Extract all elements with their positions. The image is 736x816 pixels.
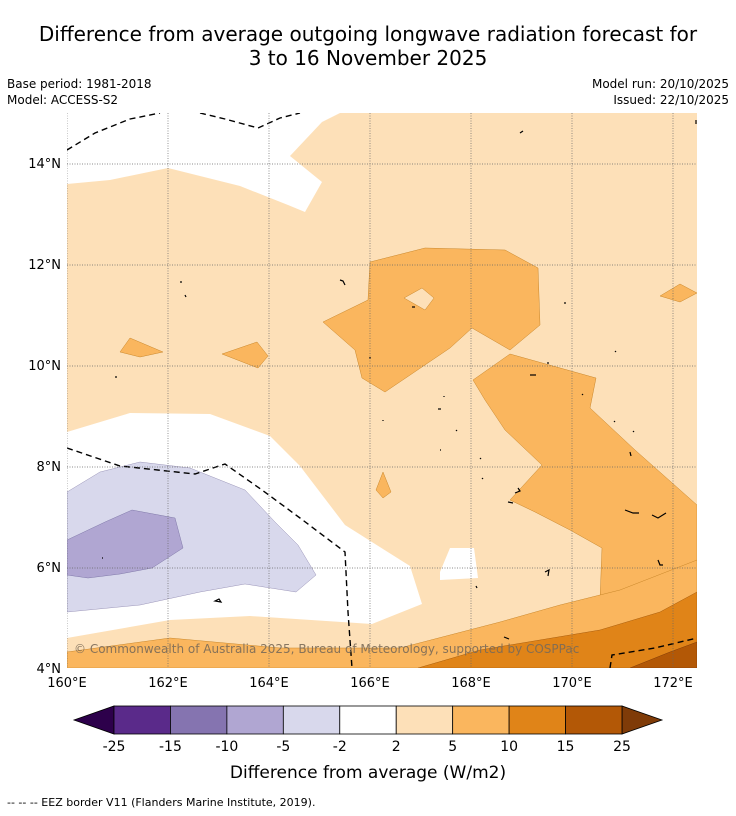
y-tick-label: 8°N	[37, 460, 62, 475]
x-tick-label: 160°E	[47, 676, 87, 691]
model-run: Model run: 20/10/2025	[591, 77, 729, 91]
anomaly-5-10-central	[322, 247, 541, 393]
anomaly-neutral-north	[67, 113, 340, 212]
anomaly-15-25	[629, 641, 697, 668]
anomaly-neg-5-10	[67, 509, 184, 579]
colorbar-cell	[170, 705, 228, 735]
gridlines	[67, 113, 697, 668]
anomaly-neutral-island	[440, 548, 478, 580]
title-line-2: 3 to 16 November 2025	[248, 46, 488, 70]
x-tick-label: 164°E	[249, 676, 289, 691]
y-tick-label: 4°N	[37, 662, 62, 677]
colorbar-tick-label: 25	[613, 739, 631, 755]
x-tick-label: 168°E	[451, 676, 491, 691]
anomaly-5-10-island-cutout	[403, 287, 435, 311]
colorbar-label: Difference from average (W/m2)	[230, 763, 506, 783]
colorbar-tick-label: 15	[557, 739, 575, 755]
colorbar-cell	[282, 705, 341, 735]
anomaly-neg-2-5	[67, 461, 317, 613]
island-specks	[102, 120, 697, 640]
y-tick-label: 12°N	[28, 258, 61, 273]
y-tick-label: 10°N	[28, 359, 61, 374]
base-period: Base period: 1981-2018	[7, 77, 152, 91]
eez-border-east	[609, 637, 697, 668]
eez-footnote: -- -- -- EEZ border V11 (Flanders Marine…	[7, 796, 316, 809]
y-axis-ticks: 14°N 12°N 10°N 8°N 6°N 4°N	[28, 157, 61, 677]
colorbar-tick-label: -25	[103, 739, 126, 755]
eez-border-north	[67, 113, 301, 151]
colorbar-cell	[452, 705, 510, 735]
anomaly-5-10-patch-b	[221, 341, 269, 369]
colorbar-tick-label: -10	[215, 739, 238, 755]
y-tick-label: 6°N	[37, 561, 62, 576]
colorbar-tick-label: -5	[276, 739, 290, 755]
copyright-notice: © Commonwealth of Australia 2025, Bureau…	[74, 642, 579, 656]
colorbar-tick-label: 10	[500, 739, 518, 755]
colorbar-extend-low	[72, 705, 115, 735]
model-name: Model: ACCESS-S2	[7, 93, 119, 107]
colorbar-cell	[339, 705, 397, 735]
colorbar-tick-label: -2	[333, 739, 347, 755]
colorbar-tick-label: 5	[448, 739, 457, 755]
anomaly-10-15	[417, 591, 697, 668]
x-tick-label: 170°E	[552, 676, 592, 691]
colorbar-ticks: -25 -15 -10 -5 -2 2 5 10 15 25	[103, 739, 631, 755]
colorbar: -25 -15 -10 -5 -2 2 5 10 15 25	[72, 705, 664, 755]
title-line-1: Difference from average outgoing longwav…	[38, 22, 698, 46]
x-axis-ticks: 160°E 162°E 164°E 166°E 168°E 170°E 172°…	[47, 676, 693, 691]
colorbar-cell	[508, 705, 566, 735]
meta-left: Base period: 1981-2018 Model: ACCESS-S2	[7, 76, 152, 108]
anomaly-5-10-patch-a	[119, 337, 164, 358]
colorbar-cell	[226, 705, 284, 735]
colorbar-cell	[113, 705, 171, 735]
meta-right: Model run: 20/10/2025 Issued: 22/10/2025	[592, 76, 729, 108]
colorbar-extend-high	[621, 705, 664, 735]
x-tick-label: 162°E	[148, 676, 188, 691]
colorbar-cell	[565, 705, 623, 735]
colorbar-cells	[113, 705, 623, 735]
colorbar-tick-label: -15	[159, 739, 182, 755]
issued-date: Issued: 22/10/2025	[613, 93, 729, 107]
eez-border-west	[67, 447, 353, 668]
x-tick-label: 172°E	[653, 676, 693, 691]
colorbar-tick-label: 2	[392, 739, 401, 755]
y-tick-label: 14°N	[28, 157, 61, 172]
map-title: Difference from average outgoing longwav…	[0, 22, 736, 70]
anomaly-5-10-patch-c	[375, 471, 392, 499]
x-tick-label: 166°E	[350, 676, 390, 691]
map-plot: © Commonwealth of Australia 2025, Bureau…	[67, 113, 697, 668]
colorbar-cell	[395, 705, 454, 735]
